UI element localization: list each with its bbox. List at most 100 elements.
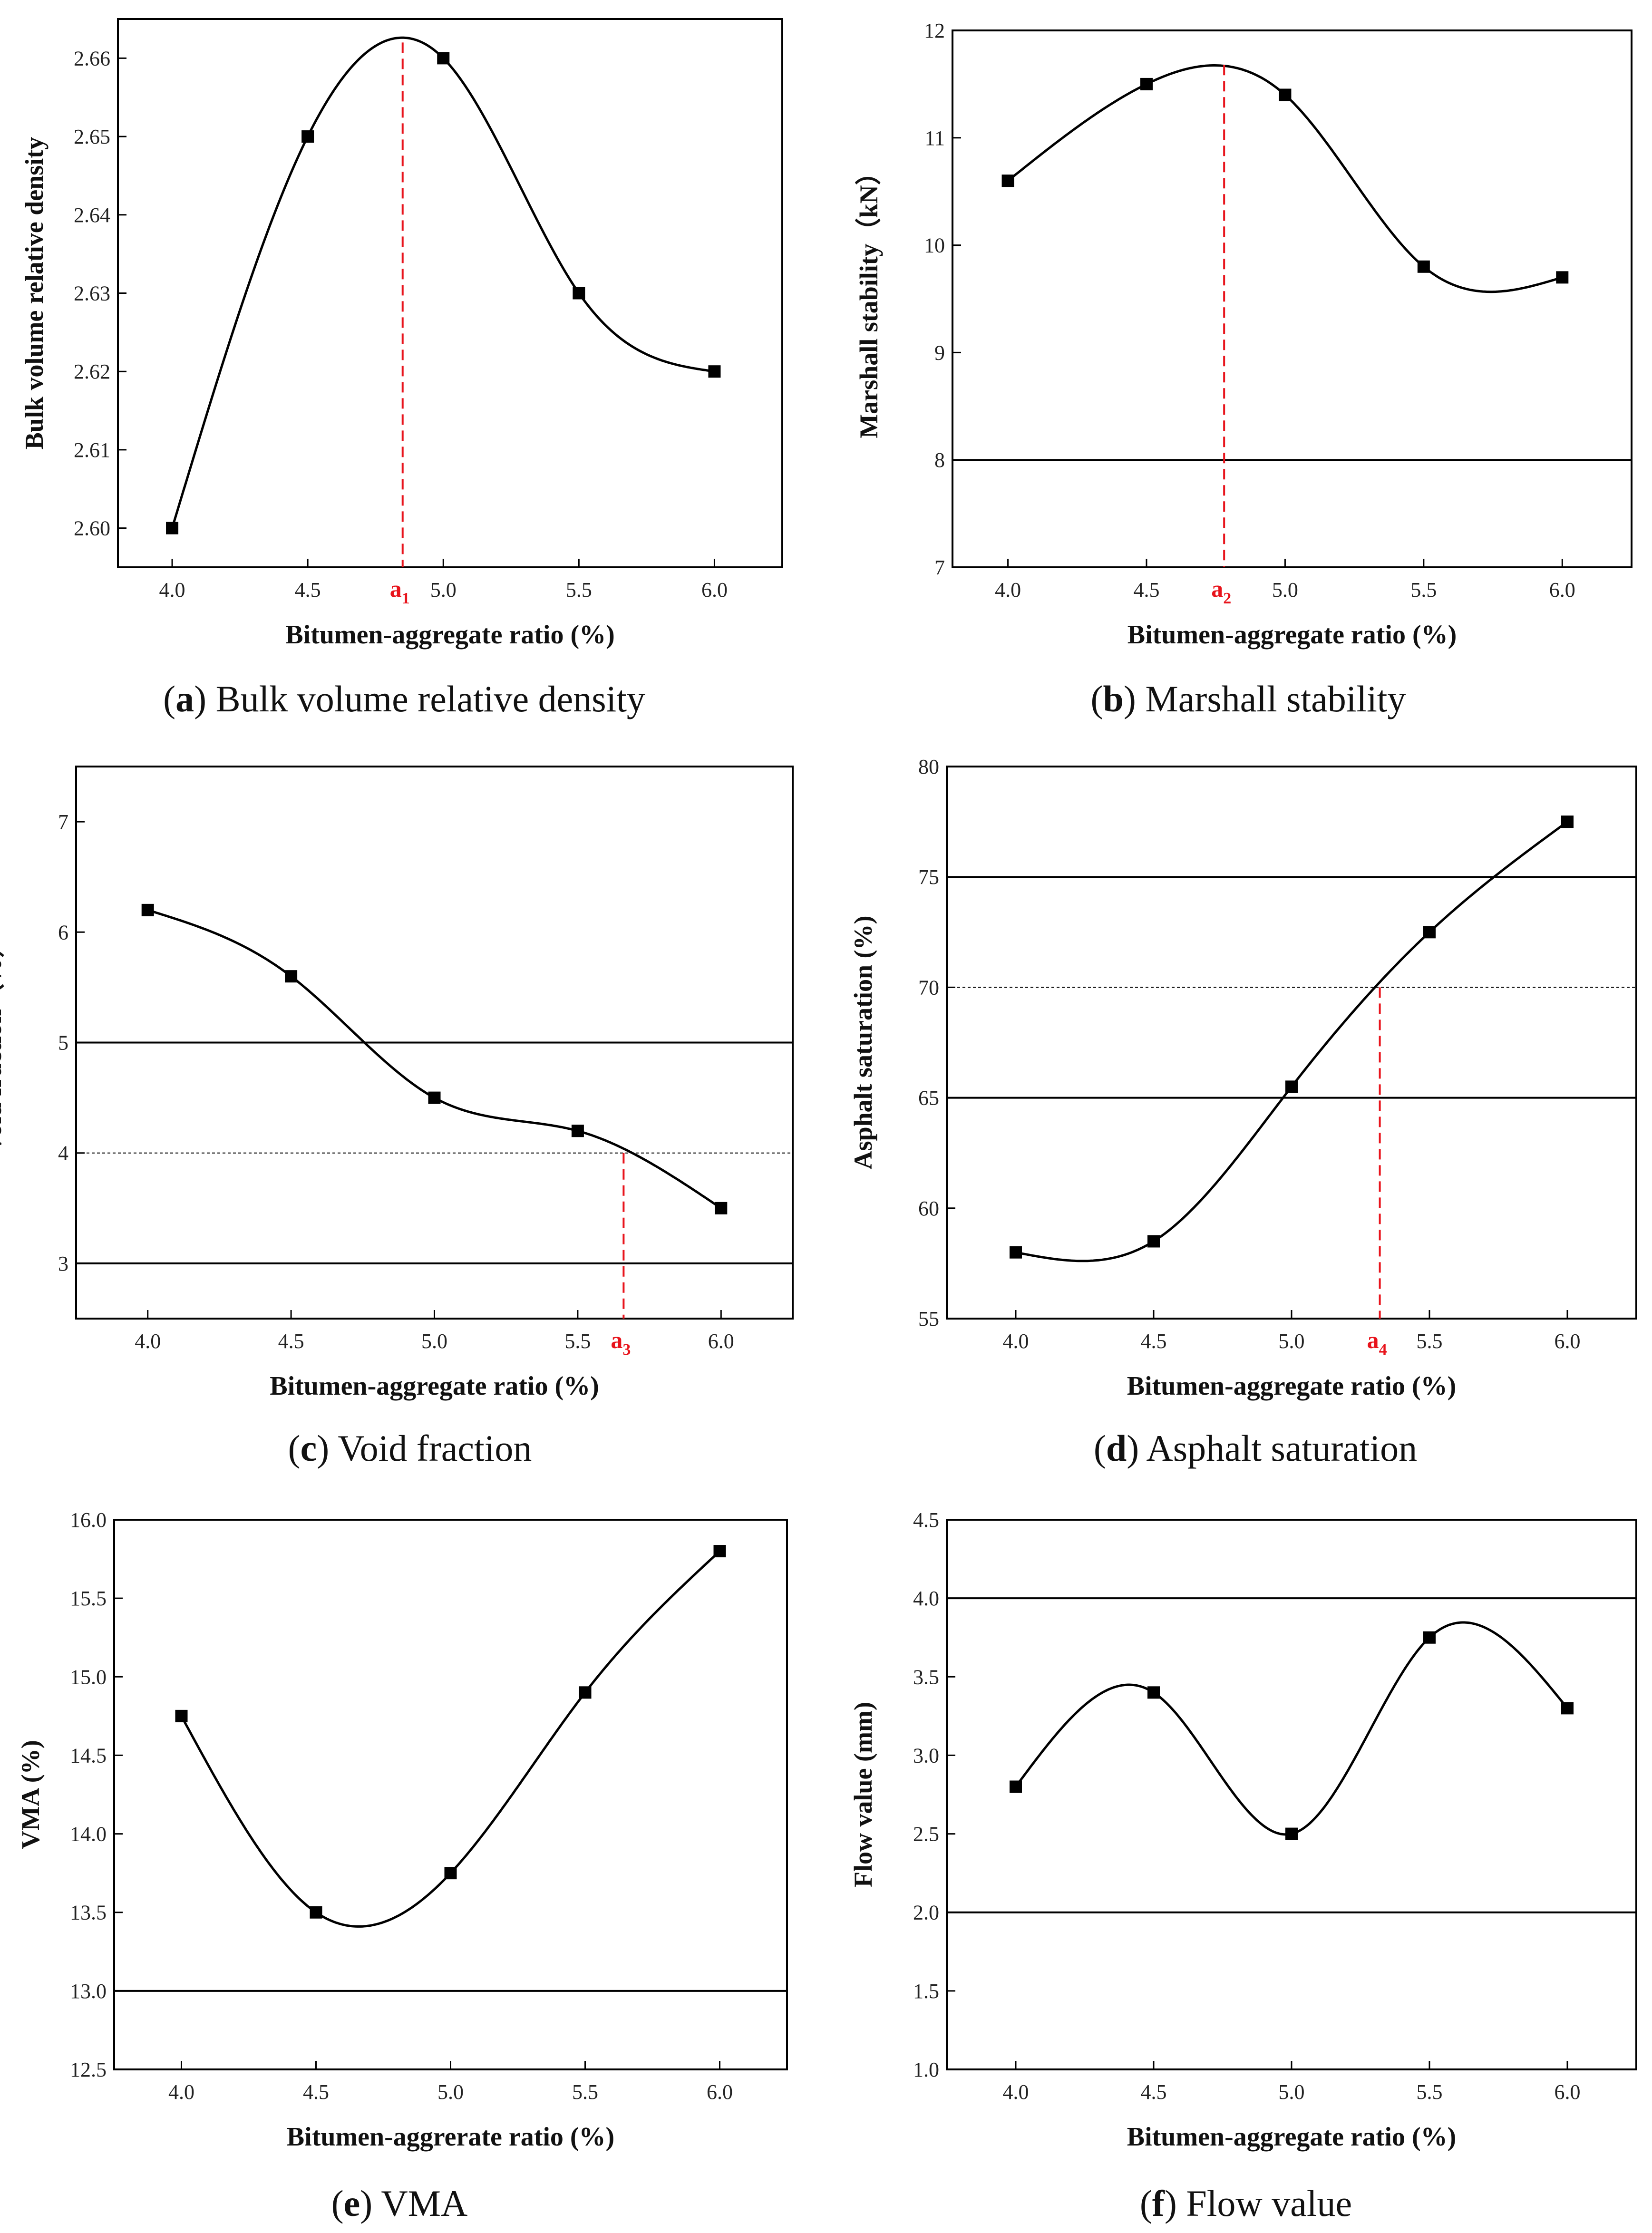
x-tick-label-e: 5.0 <box>437 2080 464 2104</box>
caption-letter-f: f <box>1152 2183 1165 2224</box>
marker-base-b: a <box>1211 575 1223 602</box>
y-tick-label-d: 65 <box>918 1087 939 1110</box>
x-tick-label-f: 5.5 <box>1417 2080 1443 2104</box>
panel-c: 4.0 4.5 5.0 5.5 6.034567a3Bitumen-aggregate … <box>0 766 794 1469</box>
caption-letter-d: d <box>1106 1427 1127 1469</box>
caption-open-b: ( <box>1091 678 1103 719</box>
y-tick-label-d: 80 <box>918 755 939 778</box>
data-point-d <box>1423 926 1436 939</box>
caption-text-e: VMA <box>381 2183 467 2224</box>
data-point-a <box>573 287 585 300</box>
data-point-f <box>1147 1686 1160 1699</box>
x-axis-label-e: Bitumen-aggrerate ratio (%) <box>287 2122 614 2152</box>
marker-label-b: a2 <box>1211 575 1231 607</box>
x-axis-label-b: Bitumen-aggregate ratio (%) <box>1127 620 1457 650</box>
x-tick-label-b: 5.5 <box>1410 578 1437 602</box>
x-tick-label-c: 5.5 <box>564 1330 591 1353</box>
caption-letter-c: c <box>301 1427 317 1469</box>
marker-sub-c: 3 <box>622 1341 631 1359</box>
y-tick-label-b: 12 <box>924 19 945 42</box>
x-tick-label-b: 5.0 <box>1272 578 1298 602</box>
caption-close-b: ) <box>1124 678 1145 719</box>
data-point-f <box>1285 1827 1298 1840</box>
caption-open-a: ( <box>163 678 175 719</box>
y-tick-label-f: 1.5 <box>913 1980 939 2003</box>
x-tick-label-d: 4.5 <box>1141 1330 1167 1353</box>
caption-text-b: Marshall stability <box>1145 678 1406 719</box>
marker-label-d: a4 <box>1367 1327 1387 1359</box>
y-tick-label-a: 2.61 <box>74 438 110 462</box>
x-axis-label-a: Bitumen-aggregate ratio (%) <box>285 620 615 650</box>
y-tick-label-b: 11 <box>925 126 945 150</box>
y-tick-label-f: 2.0 <box>913 1901 939 1924</box>
caption-text-d: Asphalt saturation <box>1146 1427 1417 1469</box>
y-tick-label-d: 55 <box>918 1307 939 1330</box>
plot-frame-e <box>113 1519 788 2070</box>
panel-a: 4.0 4.5 5.0 5.5 6.0 2.60 2.61 2.62 2.63 2.64 2.65 2… <box>20 18 783 719</box>
caption-close-d: ) <box>1127 1427 1146 1469</box>
x-tick-label-a: 5.0 <box>430 578 457 602</box>
series-line-d <box>1015 821 1568 1262</box>
x-tick-label-d: 5.0 <box>1279 1330 1305 1353</box>
y-tick-label-e: 15.5 <box>70 1587 107 1610</box>
x-tick-label-e: 5.5 <box>572 2080 598 2104</box>
y-tick-label-c: 7 <box>58 810 68 834</box>
y-axis-label-b: Marshall stability（kN） <box>855 159 883 438</box>
caption-open-f: ( <box>1140 2183 1152 2224</box>
y-axis-label-e: VMA (%) <box>16 1740 45 1849</box>
data-point-f <box>1423 1631 1436 1644</box>
panel-f: 4.0 4.5 5.0 5.5 6.0 1.0 1.5 2.0 2.5 3.0 3.5 4.0 4.5 B… <box>849 1508 1637 2224</box>
y-axis-label-c: Void fraction（%） <box>0 932 7 1153</box>
y-tick-label-c: 4 <box>58 1142 68 1165</box>
x-tick-label-b: 4.5 <box>1134 578 1160 602</box>
data-point-a <box>437 52 450 65</box>
x-tick-label-b: 6.0 <box>1549 578 1575 602</box>
y-tick-label-c: 3 <box>58 1252 68 1275</box>
x-tick-label-f: 6.0 <box>1555 2080 1581 2104</box>
x-tick-label-d: 6.0 <box>1555 1330 1581 1353</box>
caption-e: (e) VMA <box>331 2183 468 2224</box>
panel-b: 4.0 4.5 5.0 5.5 6.0 7 8 9 10 11 12 a2 Bitumen-aggreg… <box>855 19 1633 719</box>
caption-close-c: ) <box>317 1427 338 1469</box>
x-axis-label-c: Bitumen-aggregate ratio (%) <box>270 1371 599 1401</box>
y-tick-label-b: 7 <box>934 556 945 579</box>
plot-frame-a <box>117 18 783 568</box>
data-point-e <box>713 1545 726 1558</box>
y-tick-label-e: 12.5 <box>70 2058 107 2081</box>
x-tick-label-e: 4.0 <box>168 2080 194 2104</box>
y-tick-label-e: 13.5 <box>70 1901 107 1924</box>
x-tick-label-c: 5.0 <box>421 1330 447 1353</box>
y-tick-label-e: 14.0 <box>70 1823 107 1846</box>
x-tick-label-a: 4.0 <box>159 578 185 602</box>
y-tick-label-e: 13.0 <box>70 1980 107 2003</box>
x-tick-label-f: 4.5 <box>1141 2080 1167 2104</box>
plot-frame-d <box>946 766 1637 1320</box>
x-tick-label-c: 4.0 <box>135 1330 161 1353</box>
x-tick-label-f: 5.0 <box>1279 2080 1305 2104</box>
data-point-b <box>1001 175 1014 187</box>
x-axis-label-d: Bitumen-aggregate ratio (%) <box>1127 1371 1457 1401</box>
marker-base-a: a <box>390 575 402 602</box>
marker-base-c: a <box>611 1327 622 1353</box>
data-point-e <box>444 1867 457 1880</box>
data-point-b <box>1140 78 1153 90</box>
data-point-d <box>1147 1235 1160 1248</box>
y-tick-label-d: 60 <box>918 1197 939 1220</box>
caption-text-c: Void fraction <box>338 1427 532 1469</box>
y-tick-label-a: 2.64 <box>74 204 110 227</box>
caption-a: (a) Bulk volume relative density <box>163 678 645 719</box>
caption-close-a: ) <box>194 678 215 719</box>
data-point-e <box>579 1686 592 1699</box>
marker-sub-d: 4 <box>1379 1341 1387 1359</box>
caption-open-d: ( <box>1094 1427 1106 1469</box>
caption-close-f: ) <box>1165 2183 1186 2224</box>
panel-d: 4.0 4.5 5.0 5.5 6.0 55 60 65 70 75 80 a4 Bitumen-agg… <box>849 755 1637 1469</box>
caption-text-f: Flow value <box>1186 2183 1352 2224</box>
x-tick-label-f: 4.0 <box>1003 2080 1029 2104</box>
y-tick-label-a: 2.66 <box>74 47 110 70</box>
x-tick-label-a: 4.5 <box>295 578 321 602</box>
data-point-a <box>166 522 179 534</box>
series-line-f <box>1015 1621 1568 1836</box>
marker-base-d: a <box>1367 1327 1379 1353</box>
plot-frame-f <box>946 1519 1637 2070</box>
